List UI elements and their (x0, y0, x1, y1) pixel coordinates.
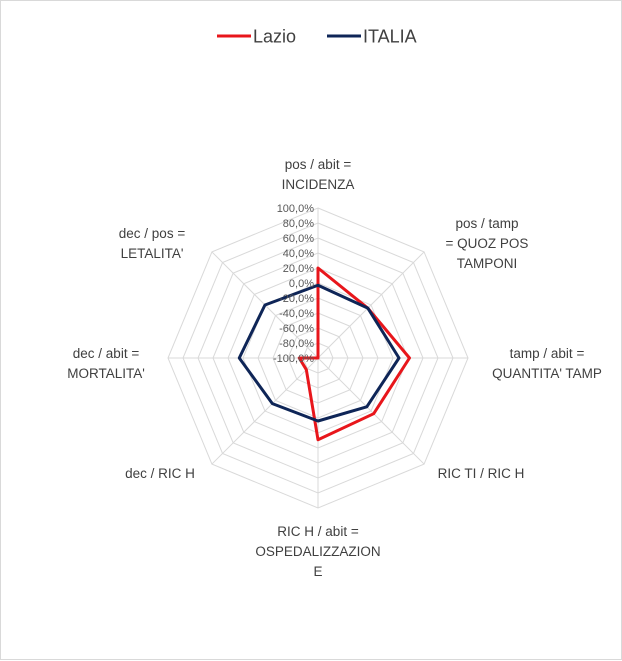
tick-label: 20,0% (283, 263, 314, 275)
category-label: tamp / abit = (510, 346, 585, 361)
category-label: dec / abit = (73, 346, 140, 361)
tick-label: 80,0% (283, 218, 314, 230)
grid-spoke (317, 251, 425, 359)
category-label: OSPEDALIZZAZION (255, 544, 380, 559)
category-label: RIC H / abit = (277, 524, 359, 539)
series-line-italia (237, 283, 401, 423)
tick-label: -80,0% (279, 338, 314, 350)
category-label: MORTALITA' (67, 366, 145, 381)
category-label: dec / pos = (119, 226, 186, 241)
legend-label-lazio: Lazio (253, 27, 296, 47)
category-label: E (313, 564, 322, 579)
tick-label: -60,0% (279, 323, 314, 335)
tick-labels: 100,0% 80,0% 60,0% 40,0% 20,0% 0,0% -20,0% -40,… (273, 203, 314, 365)
category-label: LETALITA' (121, 246, 184, 261)
tick-label: 40,0% (283, 248, 314, 260)
tick-label: -20,0% (279, 293, 314, 305)
tick-label: -100,0% (273, 353, 314, 365)
tick-label: 60,0% (283, 233, 314, 245)
legend: Lazio ITALIA (217, 27, 417, 47)
legend-label-italia: ITALIA (363, 27, 417, 47)
series-group (237, 266, 411, 442)
series-line-lazio (297, 266, 411, 442)
category-label: INCIDENZA (282, 177, 355, 192)
tick-label: 0,0% (289, 278, 314, 290)
category-label: = QUOZ POS (446, 236, 529, 251)
grid-spoke (317, 357, 425, 465)
category-label: TAMPONI (457, 256, 518, 271)
tick-label: -40,0% (279, 308, 314, 320)
category-label: QUANTITA' TAMP (492, 366, 602, 381)
category-label: pos / tamp (455, 216, 518, 231)
category-label: pos / abit = (285, 157, 352, 172)
grid-spoke (211, 357, 319, 465)
category-labels: pos / abit = INCIDENZA pos / tamp = QUOZ PO… (67, 157, 602, 579)
category-label: RIC TI / RIC H (438, 466, 525, 481)
tick-label: 100,0% (277, 203, 315, 215)
category-label: dec / RIC H (125, 466, 195, 481)
